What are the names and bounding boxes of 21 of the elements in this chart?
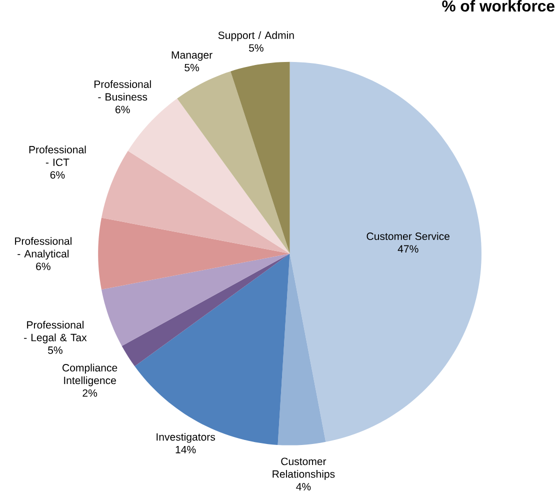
data-label: 6% — [116, 106, 130, 114]
slice-label: Manager — [172, 51, 212, 61]
chart-title: % of workforce — [442, 0, 554, 12]
data-label: 47% — [398, 245, 418, 252]
slice-label: Compliance Intelligence — [62, 364, 118, 386]
data-label: 6% — [50, 171, 65, 178]
data-label: 5% — [184, 64, 200, 72]
data-label: 6% — [36, 262, 50, 270]
data-label: 5% — [48, 346, 62, 354]
slice-label: Customer Service — [366, 232, 450, 240]
data-label: 2% — [82, 389, 98, 397]
data-label: 5% — [249, 44, 264, 52]
data-label: 14% — [176, 446, 196, 454]
data-label: 4% — [296, 482, 311, 490]
slice-label: Professional - Legal & Tax — [24, 320, 87, 344]
slice-label: Customer Relationships — [272, 457, 335, 480]
slice-label: Support / Admin — [218, 31, 294, 41]
slice-label: Professional - Analytical — [15, 236, 72, 260]
slice-label: Professional - Business — [94, 80, 151, 100]
slice-label: Professional - ICT — [29, 145, 86, 166]
slice-label: Investigators — [156, 432, 216, 443]
